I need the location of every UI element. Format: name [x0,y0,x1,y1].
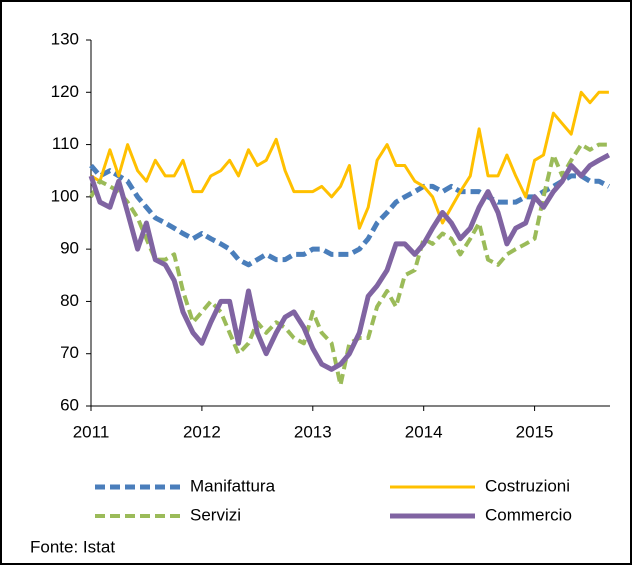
x-tick-label: 2015 [516,422,554,441]
legend-label: Servizi [190,505,241,524]
y-tick-label: 120 [51,82,79,101]
y-tick-label: 130 [51,29,79,48]
legend-label: Manifattura [190,476,276,495]
legend-label: Commercio [485,505,572,524]
y-tick-label: 80 [60,291,79,310]
source-note: Fonte: Istat [30,537,115,556]
x-tick-label: 2012 [183,422,221,441]
legend-label: Costruzioni [485,476,570,495]
series-line [88,152,611,372]
x-tick-label: 2013 [294,422,332,441]
y-tick-label: 100 [51,186,79,205]
y-tick-label: 70 [60,343,79,362]
y-tick-label: 90 [60,239,79,258]
x-tick-label: 2014 [405,422,443,441]
series-line [89,142,609,388]
y-tick-label: 110 [52,134,79,153]
x-tick-label: 2011 [73,422,110,441]
y-tick-label: 60 [60,395,79,414]
series-line [90,90,609,230]
